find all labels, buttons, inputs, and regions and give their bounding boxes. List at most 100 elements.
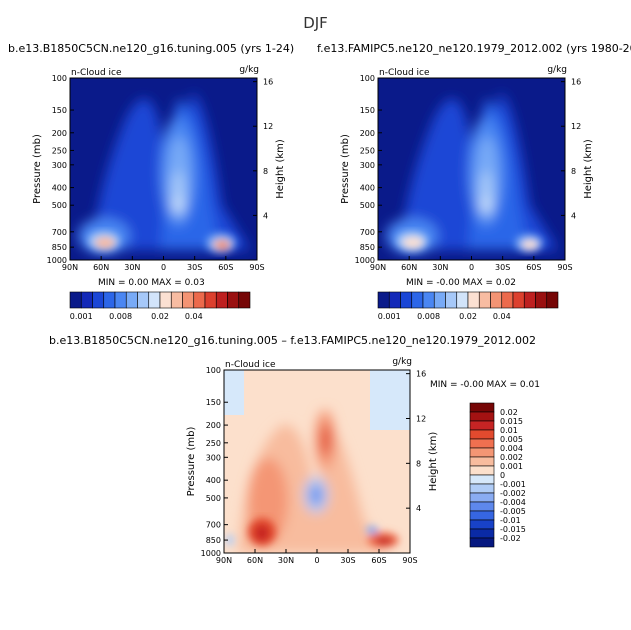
lat-tick-label: 90S [249,263,264,272]
lat-tick-label: 30N [124,263,140,272]
pressure-tick-label: 250 [360,146,375,155]
colorbar-swatch [148,291,161,309]
colorbar-swatch [469,528,495,539]
colorbar-swatch [433,291,446,309]
pressure-tick-label: 150 [206,398,221,407]
colorbar-swatch [92,291,105,309]
pressure-tick-label: 500 [360,201,375,210]
pressure-tick-label: 250 [52,146,67,155]
colorbar-label: -0.005 [500,507,526,516]
colorbar-label: -0.015 [500,525,526,534]
height-tick-label: 12 [416,414,426,423]
colorbar-label: 0.005 [500,435,523,444]
pressure-tick-label: 700 [360,228,375,237]
lat-tick-label: 60S [371,556,386,565]
colorbar-swatch [469,501,495,512]
pressure-tick-label: 1000 [355,256,375,265]
colorbar-swatch [170,291,183,309]
colorbar-swatch [103,291,116,309]
colorbar-swatch [388,291,401,309]
colorbar-label: 0.004 [500,444,523,453]
panel-unit: g/kg [547,65,567,75]
height-tick-label: 16 [416,370,426,379]
colorbar-label: 0.008 [417,312,440,321]
colorbar-swatch [469,420,495,431]
panel1-colorbar: 0.001 0.008 0.02 0.04 [69,291,251,321]
height-tick-label: 8 [571,167,576,176]
height-tick-label: 12 [263,122,273,131]
colorbar-swatch [469,402,495,413]
colorbar-label: -0.01 [500,516,521,525]
colorbar-swatch [377,291,390,309]
panel2-field [378,78,565,260]
colorbar-swatch [215,291,228,309]
pressure-tick-label: 400 [360,184,375,193]
pressure-tick-label: 850 [360,243,375,252]
colorbar-swatch [535,291,548,309]
colorbar-swatch [469,537,495,548]
colorbar-label: 0.04 [185,312,203,321]
panel2-axes: 100 150 200 250 300 400 500 700 850 1000 4 8 12 16 90N… [340,65,594,272]
colorbar-label: 0.02 [459,312,477,321]
pressure-tick-label: 250 [206,439,221,448]
pressure-tick-label: 100 [360,74,375,83]
colorbar-swatch [501,291,514,309]
pressure-tick-label: 100 [52,74,67,83]
colorbar-label: 0.002 [500,453,523,462]
panel-unit: g/kg [392,357,412,367]
panel-subtitle: n-Cloud ice [225,360,276,370]
colorbar-swatch [490,291,503,309]
lat-tick-label: 90N [216,556,232,565]
height-tick-label: 12 [571,122,581,131]
lat-tick-label: 30S [340,556,355,565]
colorbar-swatch [422,291,435,309]
colorbar-swatch [469,456,495,467]
pressure-tick-label: 300 [360,161,375,170]
y2-axis-label: Height (km) [583,139,594,199]
colorbar-swatch [137,291,150,309]
colorbar-swatch [204,291,217,309]
height-tick-label: 8 [263,167,268,176]
pressure-tick-label: 300 [206,453,221,462]
pressure-tick-label: 400 [52,184,67,193]
y2-axis-label: Height (km) [428,432,439,492]
panel2-stats: MIN = -0.00 MAX = 0.02 [406,278,516,288]
pressure-tick-label: 500 [52,201,67,210]
panel2-colorbar: 0.001 0.008 0.02 0.04 [377,291,559,321]
colorbar-swatch [469,510,495,521]
colorbar-swatch [400,291,413,309]
colorbar-swatch [182,291,195,309]
pressure-tick-label: 300 [52,161,67,170]
colorbar-swatch [125,291,138,309]
colorbar-swatch [478,291,491,309]
lat-tick-label: 90S [557,263,572,272]
y-axis-label: Pressure (mb) [32,134,43,204]
colorbar-swatch [469,483,495,494]
colorbar-swatch [238,291,251,309]
colorbar-swatch [193,291,206,309]
height-tick-label: 8 [416,459,421,468]
pressure-tick-label: 200 [360,129,375,138]
lat-tick-label: 0 [314,556,319,565]
pressure-tick-label: 700 [52,228,67,237]
pressure-tick-label: 1000 [201,549,221,558]
colorbar-swatch [69,291,82,309]
lat-tick-label: 0 [469,263,474,272]
colorbar-swatch [469,519,495,530]
pressure-tick-label: 200 [206,421,221,430]
lat-tick-label: 30S [187,263,202,272]
lat-tick-label: 90N [62,263,78,272]
colorbar-label: 0.001 [500,462,523,471]
pressure-tick-label: 850 [206,536,221,545]
subtitle-bg [379,67,431,77]
colorbar-label: 0.008 [109,312,132,321]
lat-tick-label: 0 [161,263,166,272]
y2-axis-label: Height (km) [275,139,286,199]
panel3-field [224,370,410,553]
colorbar-swatch [469,474,495,485]
lat-tick-label: 60S [218,263,233,272]
y-axis-label: Pressure (mb) [340,134,351,204]
panel1-stats: MIN = 0.00 MAX = 0.03 [98,278,205,288]
lat-tick-label: 60S [526,263,541,272]
